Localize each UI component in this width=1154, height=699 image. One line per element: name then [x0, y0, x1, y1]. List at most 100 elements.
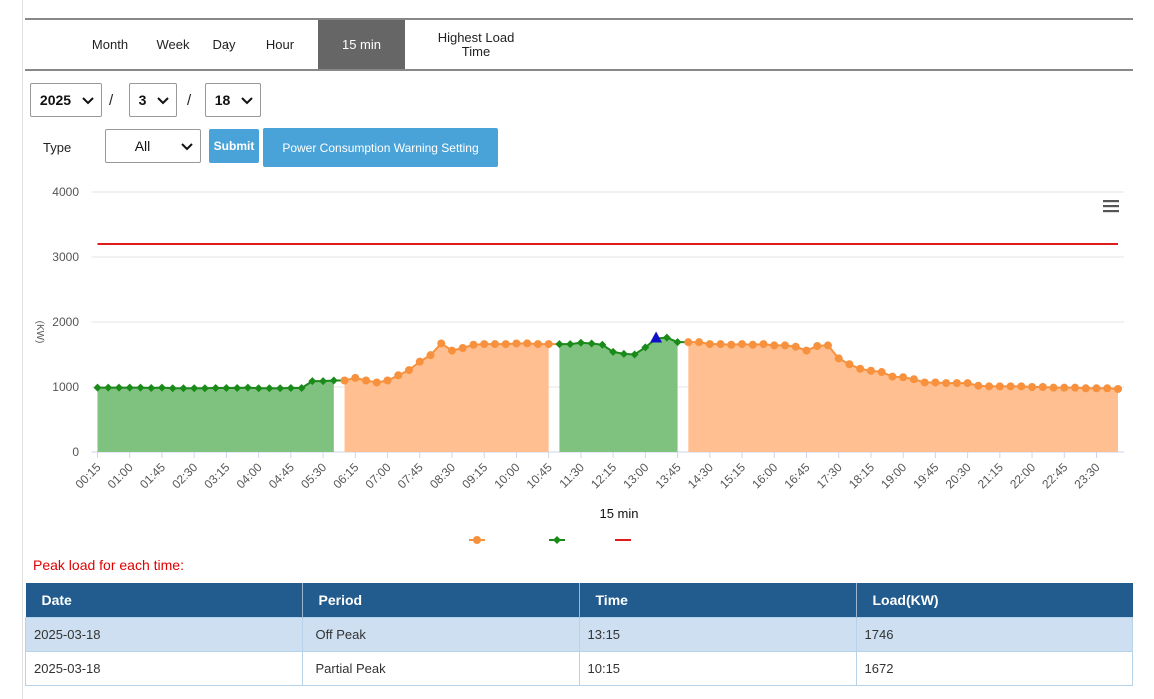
partial-peak-area [688, 342, 1118, 452]
partial-peak-point [705, 340, 714, 349]
partial-peak-point [931, 378, 940, 387]
year-select[interactable]: 2025 [30, 83, 102, 117]
table-header-row: Date Period Time Load(KW) [25, 583, 1133, 618]
partial-peak-point [985, 382, 994, 391]
type-select[interactable]: All [105, 129, 201, 163]
submit-button[interactable]: Submit [209, 129, 259, 163]
x-tick-label: 22:45 [1039, 460, 1070, 491]
x-tick-label: 19:00 [878, 460, 909, 491]
partial-peak-point [823, 341, 832, 350]
off-peak-point [276, 384, 285, 393]
x-tick-label: 07:45 [395, 460, 426, 491]
column-header: Period [302, 583, 580, 618]
off-peak-point [308, 377, 317, 386]
y-axis-label: (KW) [34, 321, 45, 344]
cell-period: Off Peak [301, 617, 580, 652]
cell-load: 1746 [855, 617, 1133, 652]
x-tick-label: 07:00 [363, 460, 394, 491]
x-tick-label: 17:30 [814, 460, 845, 491]
partial-peak-point [995, 382, 1004, 391]
partial-peak-point [813, 342, 822, 351]
day-value: 18 [214, 92, 231, 108]
partial-peak-point [727, 340, 736, 349]
partial-peak-point [533, 340, 542, 349]
partial-peak-point [544, 340, 553, 349]
x-tick-label: 13:45 [653, 460, 684, 491]
menu-icon[interactable] [1103, 200, 1119, 213]
partial-peak-point [770, 341, 779, 350]
tab-15-min[interactable]: 15 min [318, 20, 405, 69]
x-tick-label: 02:30 [169, 460, 200, 491]
column-header: Date [25, 583, 303, 618]
day-select[interactable]: 18 [205, 83, 261, 117]
cell-date: 2025-03-18 [25, 651, 303, 686]
partial-peak-point [845, 360, 854, 369]
x-axis: 00:15 01:00 01:45 02:30 03:15 04:00 04:45 05:30… [72, 452, 1103, 491]
off-peak-point [297, 383, 306, 392]
page-left-border [22, 0, 23, 699]
partial-peak-point [877, 368, 886, 377]
x-tick-label: 20:30 [943, 460, 974, 491]
partial-peak-point [362, 376, 371, 385]
type-label: Type [43, 140, 72, 155]
partial-peak-point [748, 340, 757, 349]
partial-peak-point [974, 381, 983, 390]
partial-peak-point [501, 340, 510, 349]
off-peak-point [619, 349, 628, 358]
warning-setting-button[interactable]: Power Consumption Warning Setting [263, 128, 498, 167]
peak-load-title: Peak load for each time: [33, 557, 184, 573]
off-peak-point [93, 383, 102, 392]
off-peak-point [662, 333, 671, 342]
x-tick-label: 18:15 [846, 460, 877, 491]
chevron-down-icon [82, 97, 94, 105]
tab-month[interactable]: Month [91, 36, 129, 52]
x-tick-label: 01:45 [137, 460, 168, 491]
chart-areas [97, 337, 1118, 452]
peak-load-table: Date Period Time Load(KW) 2025-03-18 Off… [25, 583, 1133, 686]
partial-peak-area [344, 343, 549, 452]
off-peak-point [566, 340, 575, 349]
x-tick-label: 14:30 [685, 460, 716, 491]
tab-day[interactable]: Day [212, 36, 236, 52]
off-peak-point [673, 338, 682, 347]
partial-peak-point [415, 357, 424, 366]
partial-peak-point [426, 351, 435, 360]
column-header: Time [579, 583, 857, 618]
partial-peak-point [952, 379, 961, 388]
y-tick-label: 1000 [52, 380, 79, 394]
partial-peak-point [695, 338, 704, 347]
y-tick-label: 0 [72, 445, 79, 459]
off-peak-point [211, 383, 220, 392]
off-peak-point [598, 340, 607, 349]
partial-peak-point [791, 342, 800, 351]
y-tick-label: 2000 [52, 315, 79, 329]
off-peak-point [147, 383, 156, 392]
tab-bar: Month Week Day Hour 15 min Highest Load … [25, 18, 1133, 71]
partial-peak-point [523, 339, 532, 348]
partial-peak-point [834, 354, 843, 363]
x-tick-label: 12:15 [588, 460, 619, 491]
partial-peak-point [405, 366, 414, 375]
month-select[interactable]: 3 [129, 83, 177, 117]
tab-separator [226, 41, 228, 51]
partial-peak-point [909, 375, 918, 384]
partial-peak-point [340, 376, 349, 385]
partial-peak-point [1006, 382, 1015, 391]
partial-peak-point [480, 340, 489, 349]
off-peak-point [233, 383, 242, 392]
off-peak-point [136, 383, 145, 392]
tab-hour[interactable]: Hour [265, 36, 295, 52]
tab-highest-load-time[interactable]: Highest Load Time [437, 29, 515, 59]
partial-peak-point [759, 340, 768, 349]
off-peak-point [168, 384, 177, 393]
x-tick-label: 15:15 [717, 460, 748, 491]
off-peak-point [243, 383, 252, 392]
partial-peak-point [394, 371, 403, 380]
year-value: 2025 [39, 92, 72, 108]
x-tick-label: 13:00 [620, 460, 651, 491]
tab-week[interactable]: Week [156, 36, 190, 52]
cell-time: 13:15 [578, 617, 857, 652]
partial-peak-point [372, 378, 381, 387]
x-tick-label: 01:00 [105, 460, 136, 491]
table-row: 2025-03-18 Partial Peak 10:15 1672 [25, 651, 1133, 686]
